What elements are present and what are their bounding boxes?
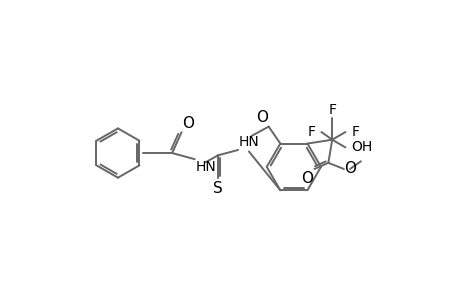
Text: O: O xyxy=(255,110,267,125)
Text: OH: OH xyxy=(351,140,372,154)
Text: F: F xyxy=(307,125,314,139)
Text: F: F xyxy=(351,125,359,139)
Text: O: O xyxy=(343,161,355,176)
Text: O: O xyxy=(182,116,194,131)
Text: F: F xyxy=(328,103,336,117)
Text: HN: HN xyxy=(195,160,216,174)
Text: S: S xyxy=(213,181,222,196)
Text: HN: HN xyxy=(238,135,259,149)
Text: O: O xyxy=(300,170,312,185)
